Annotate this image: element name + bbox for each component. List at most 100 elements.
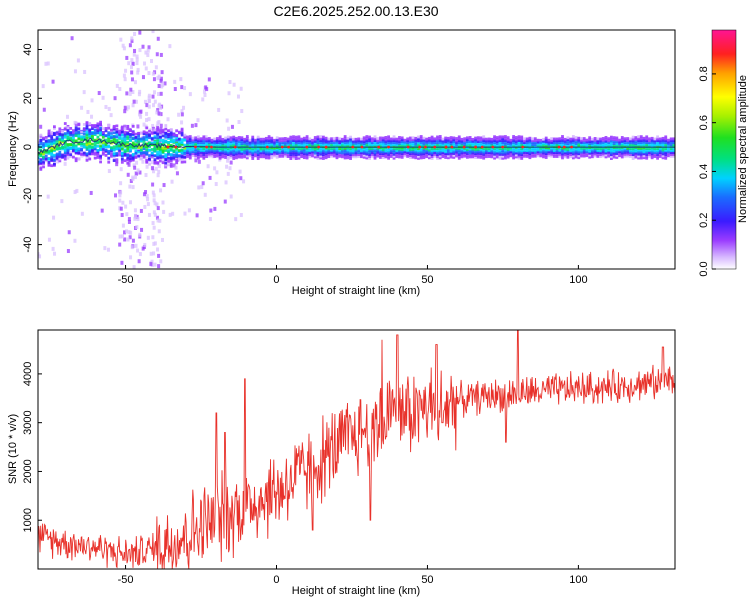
heatmap-band-cell bbox=[278, 153, 282, 156]
heatmap-band-cell bbox=[577, 152, 581, 156]
heatmap-band-cell bbox=[360, 137, 363, 141]
heatmap-peak-cell bbox=[305, 145, 309, 149]
heatmap-band-cell bbox=[387, 139, 391, 143]
heatmap-noise-cell bbox=[166, 117, 170, 122]
heatmap-band-cell bbox=[104, 143, 108, 146]
heatmap-band-cell bbox=[370, 149, 374, 152]
heatmap-band-cell bbox=[476, 153, 480, 157]
heatmap-band-cell bbox=[240, 144, 244, 147]
heatmap-band-cell bbox=[167, 156, 170, 160]
heatmap-band-cell bbox=[544, 148, 548, 152]
heatmap-band-cell bbox=[446, 136, 450, 140]
heatmap-band-cell bbox=[544, 154, 548, 157]
heatmap-noise-cell bbox=[138, 170, 142, 175]
heatmap-noise-cell bbox=[122, 46, 126, 51]
heatmap-band-cell bbox=[259, 139, 263, 143]
heatmap-band-cell bbox=[460, 139, 464, 143]
heatmap-band-cell bbox=[172, 138, 176, 142]
heatmap-band-cell bbox=[216, 148, 219, 152]
heatmap-band-cell bbox=[292, 150, 295, 154]
heatmap-band-cell bbox=[259, 143, 263, 147]
heatmap-noise-cell bbox=[135, 225, 139, 230]
heatmap-band-cell bbox=[520, 151, 524, 154]
heatmap-band-cell bbox=[338, 139, 342, 143]
heatmap-band-cell bbox=[77, 151, 81, 155]
heatmap-noise-cell bbox=[155, 202, 159, 207]
heatmap-band-cell bbox=[544, 152, 548, 156]
figure-title: C2E6.2025.252.00.13.E30 bbox=[273, 3, 438, 19]
spectrogram-y-tick-label: 0 bbox=[22, 144, 34, 150]
heatmap-band-cell bbox=[85, 158, 89, 162]
heatmap-band-cell bbox=[525, 149, 529, 152]
heatmap-band-cell bbox=[338, 147, 342, 150]
heatmap-peak-cell bbox=[444, 145, 448, 149]
heatmap-band-cell bbox=[645, 149, 649, 152]
heatmap-band-cell bbox=[338, 143, 342, 147]
heatmap-noise-cell bbox=[173, 87, 177, 92]
heatmap-noise-cell bbox=[135, 214, 139, 219]
heatmap-band-cell bbox=[479, 148, 483, 151]
heatmap-band-cell bbox=[72, 138, 75, 142]
heatmap-band-cell bbox=[107, 149, 111, 153]
heatmap-band-cell bbox=[441, 139, 445, 143]
heatmap-band-cell bbox=[134, 149, 138, 153]
heatmap-band-cell bbox=[417, 147, 420, 151]
heatmap-band-cell bbox=[42, 165, 45, 169]
heatmap-band-cell bbox=[245, 135, 249, 138]
heatmap-band-cell bbox=[599, 153, 602, 157]
heatmap-band-cell bbox=[139, 148, 143, 152]
heatmap-band-cell bbox=[389, 141, 393, 145]
heatmap-band-cell bbox=[153, 158, 157, 162]
heatmap-band-cell bbox=[186, 143, 189, 147]
heatmap-band-cell bbox=[482, 141, 486, 144]
heatmap-band-cell bbox=[115, 152, 119, 155]
heatmap-band-cell bbox=[669, 149, 673, 152]
heatmap-band-cell bbox=[96, 135, 100, 139]
heatmap-band-cell bbox=[436, 153, 439, 156]
heatmap-band-cell bbox=[191, 142, 195, 146]
heatmap-noise-cell bbox=[128, 235, 132, 240]
heatmap-band-cell bbox=[58, 130, 62, 134]
heatmap-band-cell bbox=[275, 138, 279, 142]
heatmap-band-cell bbox=[588, 153, 592, 157]
heatmap-band-cell bbox=[523, 154, 526, 158]
heatmap-band-cell bbox=[520, 155, 524, 158]
heatmap-band-cell bbox=[577, 150, 581, 154]
heatmap-band-cell bbox=[351, 143, 355, 147]
heatmap-band-cell bbox=[504, 146, 507, 150]
heatmap-band-cell bbox=[465, 140, 469, 144]
heatmap-band-cell bbox=[131, 155, 135, 159]
heatmap-band-cell bbox=[349, 141, 352, 145]
heatmap-band-cell bbox=[569, 155, 573, 159]
heatmap-band-cell bbox=[618, 150, 621, 154]
heatmap-band-cell bbox=[528, 140, 532, 144]
heatmap-band-cell bbox=[324, 140, 328, 144]
heatmap-band-cell bbox=[199, 152, 203, 156]
heatmap-noise-cell bbox=[151, 166, 155, 171]
heatmap-band-cell bbox=[210, 150, 214, 154]
heatmap-band-cell bbox=[294, 139, 298, 143]
heatmap-band-cell bbox=[292, 137, 295, 141]
heatmap-band-cell bbox=[414, 144, 418, 148]
heatmap-band-cell bbox=[254, 152, 257, 156]
heatmap-noise-cell bbox=[151, 182, 155, 187]
heatmap-band-cell bbox=[398, 136, 401, 139]
heatmap-band-cell bbox=[153, 135, 157, 139]
heatmap-band-cell bbox=[273, 142, 276, 146]
heatmap-band-cell bbox=[80, 138, 83, 142]
heatmap-band-cell bbox=[338, 137, 342, 141]
heatmap-band-cell bbox=[313, 155, 317, 159]
heatmap-noise-cell bbox=[106, 247, 110, 252]
heatmap-band-cell bbox=[156, 147, 160, 151]
heatmap-noise-cell bbox=[133, 48, 137, 53]
heatmap-band-cell bbox=[661, 152, 665, 156]
heatmap-band-cell bbox=[69, 147, 73, 151]
heatmap-band-cell bbox=[330, 149, 333, 152]
heatmap-band-cell bbox=[148, 141, 151, 145]
heatmap-noise-cell bbox=[180, 120, 184, 125]
heatmap-band-cell bbox=[161, 150, 165, 154]
heatmap-band-cell bbox=[463, 152, 467, 156]
heatmap-band-cell bbox=[343, 139, 347, 142]
heatmap-band-cell bbox=[118, 150, 122, 154]
heatmap-band-cell bbox=[362, 136, 366, 140]
